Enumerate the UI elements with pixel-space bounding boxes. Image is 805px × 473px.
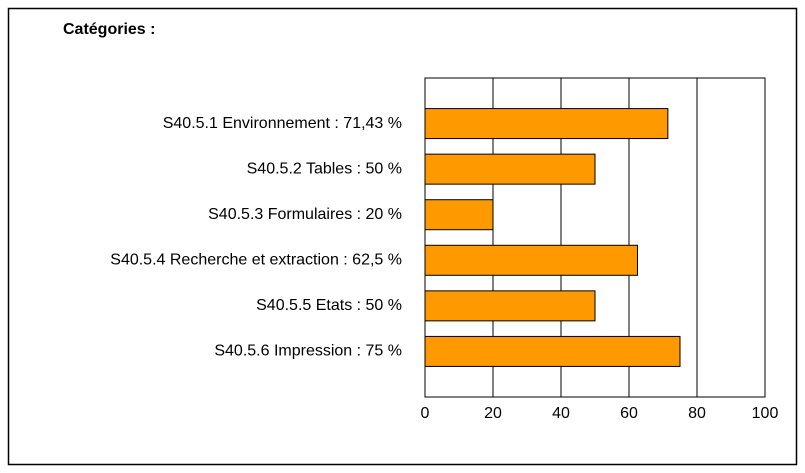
chart-title: Catégories : [63, 21, 155, 38]
y-tick-label: S40.5.3 Formulaires : 20 % [208, 206, 402, 223]
bar [424, 108, 669, 140]
bar [424, 335, 681, 367]
y-tick-label: S40.5.4 Recherche et extraction : 62,5 % [110, 252, 402, 269]
bar [424, 153, 596, 185]
bar [424, 290, 596, 322]
y-tick-label: S40.5.5 Etats : 50 % [256, 297, 402, 314]
x-tick-label: 100 [752, 405, 779, 422]
x-tick-label: 40 [552, 405, 570, 422]
bar [424, 244, 638, 276]
x-tick-label: 0 [421, 405, 430, 422]
x-tick-label: 80 [688, 405, 706, 422]
x-tick-label: 20 [484, 405, 502, 422]
bar [424, 199, 494, 231]
y-tick-label: S40.5.1 Environnement : 71,43 % [163, 115, 402, 132]
x-tick-label: 60 [620, 405, 638, 422]
y-tick-label: S40.5.6 Impression : 75 % [214, 343, 402, 360]
y-tick-label: S40.5.2 Tables : 50 % [247, 160, 402, 177]
